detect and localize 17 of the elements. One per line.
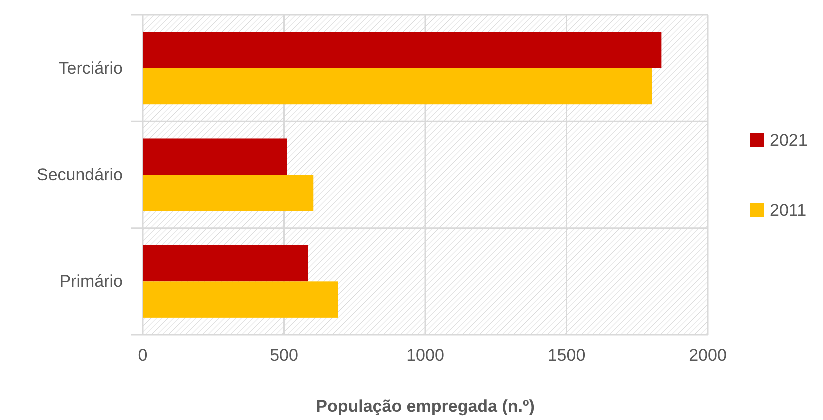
bar [143, 68, 652, 105]
x-tick-label: 2000 [689, 346, 727, 366]
x-tick-label: 500 [270, 346, 298, 366]
bar [143, 175, 314, 212]
x-tick-label: 1500 [548, 346, 586, 366]
bar [143, 282, 338, 318]
x-tick-label: 1000 [406, 346, 444, 366]
x-tick-label: 0 [138, 346, 148, 366]
x-axis-title: População empregada (n.º) [316, 397, 535, 416]
y-tick-label: Terciário [58, 58, 123, 78]
legend-label: 2021 [770, 131, 808, 150]
bar [143, 32, 662, 68]
bar [143, 138, 288, 175]
y-tick-label: Secundário [36, 165, 123, 184]
bar [143, 245, 308, 282]
y-tick-label: Primário [60, 272, 123, 292]
legend-label: 2011 [770, 201, 807, 220]
